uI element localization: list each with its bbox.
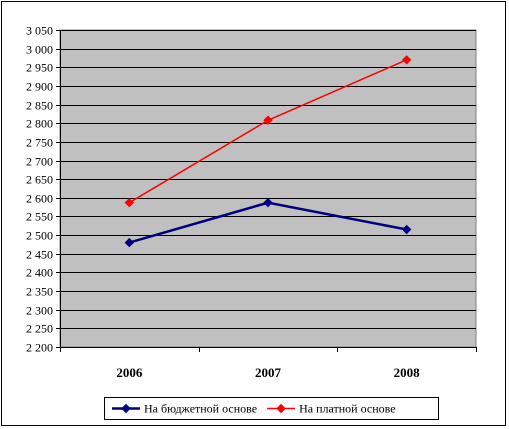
y-tick-label: 2 950: [26, 61, 53, 75]
x-tick-label: 2007: [255, 365, 282, 380]
legend: На бюджетной основе На платной основе: [104, 397, 439, 420]
y-tick-label: 2 800: [26, 117, 53, 131]
series-lines: [124, 55, 412, 248]
y-tick-label: 2 900: [26, 80, 53, 94]
axes: 2 200 2 250 2 300 2 350 2 400 2 450 2 500 2 550…: [26, 24, 477, 380]
y-tick-label: 2 500: [26, 229, 53, 243]
plot-area: [59, 29, 477, 348]
data-point: [401, 224, 412, 235]
y-tick-label: 2 450: [26, 248, 53, 262]
x-tick-label: 2008: [394, 365, 421, 380]
data-point: [401, 55, 412, 65]
y-tick-label: 3 000: [26, 43, 53, 57]
y-tick-label: 2 700: [26, 155, 53, 169]
y-tick-label: 2 350: [26, 285, 53, 299]
data-point: [263, 197, 273, 208]
y-tick-label: 2 650: [26, 173, 53, 187]
legend-marker: [276, 403, 286, 414]
y-tick-label: 2 250: [26, 322, 53, 336]
y-tick-label: 2 600: [26, 192, 53, 206]
y-tick-label: 3 050: [26, 24, 53, 38]
y-tick-label: 2 300: [26, 304, 53, 318]
y-tick-label: 2 550: [26, 210, 53, 224]
legend-marker: [121, 403, 131, 414]
plot-background: [59, 29, 477, 348]
y-tick-label: 2 750: [26, 136, 53, 150]
x-tick-label: 2006: [116, 365, 143, 380]
y-tick-label: 2 400: [26, 266, 53, 280]
legend-label: На бюджетной основе: [144, 402, 257, 416]
data-point: [124, 197, 135, 208]
y-tick-label: 2 850: [26, 99, 53, 113]
data-point: [124, 237, 135, 248]
y-tick-label: 2 200: [26, 341, 53, 355]
legend-label: На платной основе: [299, 402, 395, 416]
data-point: [263, 115, 273, 125]
